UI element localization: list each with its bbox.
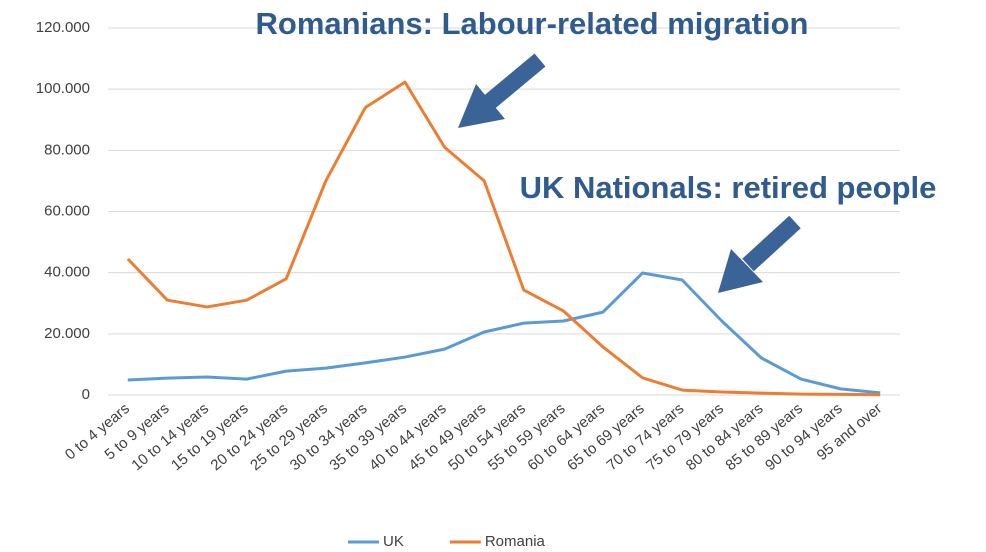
y-tick-label: 60.000 (44, 202, 90, 219)
y-tick-label: 120.000 (36, 19, 90, 36)
y-tick-label: 100.000 (36, 80, 90, 97)
annotation: UK Nationals: retired people (520, 170, 937, 205)
y-tick-label: 0 (82, 386, 90, 403)
arrow-head (718, 249, 763, 293)
legend-label: Romania (485, 533, 546, 550)
arrow (458, 53, 546, 128)
arrow-shaft (742, 215, 801, 272)
y-tick-label: 80.000 (44, 141, 90, 158)
y-tick-label: 20.000 (44, 325, 90, 342)
series-line (127, 271, 881, 395)
series-line (126, 80, 881, 397)
arrow (718, 215, 801, 293)
plot (126, 80, 881, 397)
arrow-head (458, 84, 505, 128)
annotation: Romanians: Labour-related migration (256, 6, 809, 41)
arrow-shaft (480, 53, 546, 112)
legend-label: UK (383, 533, 404, 550)
y-tick-label: 40.000 (44, 264, 90, 281)
